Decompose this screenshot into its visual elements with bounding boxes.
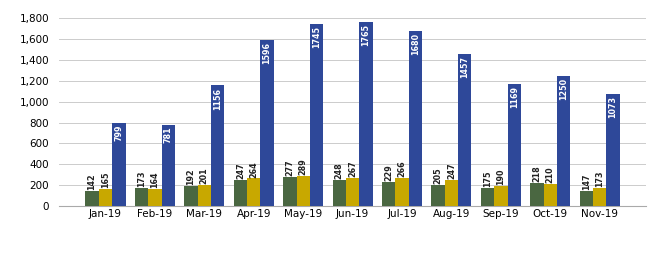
Text: 229: 229	[384, 164, 393, 181]
Bar	[296, 176, 310, 206]
Bar	[247, 178, 261, 206]
Text: 165: 165	[101, 171, 110, 188]
Text: 1680: 1680	[411, 33, 420, 55]
Bar	[310, 24, 323, 206]
Bar	[283, 177, 296, 206]
Text: 247: 247	[236, 163, 245, 179]
Bar	[261, 40, 274, 206]
Bar	[580, 191, 593, 206]
Bar	[445, 180, 458, 206]
Text: 1457: 1457	[460, 56, 470, 78]
Text: 1745: 1745	[312, 26, 321, 48]
Text: 147: 147	[582, 173, 591, 190]
Text: 264: 264	[249, 161, 259, 178]
Text: 173: 173	[596, 171, 604, 187]
Text: 192: 192	[187, 168, 195, 185]
Text: 175: 175	[483, 170, 492, 187]
Bar	[234, 180, 247, 206]
Text: 1596: 1596	[263, 42, 272, 64]
Bar	[135, 188, 148, 206]
Text: 164: 164	[150, 172, 159, 188]
Bar	[148, 189, 161, 206]
Bar	[494, 186, 507, 206]
Text: 205: 205	[434, 167, 443, 184]
Bar	[112, 123, 125, 206]
Text: 277: 277	[285, 160, 295, 176]
Bar	[359, 22, 373, 206]
Bar	[481, 188, 494, 206]
Bar	[211, 86, 225, 206]
Bar	[593, 188, 607, 206]
Text: 247: 247	[447, 163, 456, 179]
Text: 1765: 1765	[362, 24, 370, 46]
Text: 781: 781	[164, 127, 173, 143]
Bar	[458, 54, 471, 206]
Text: 173: 173	[137, 171, 146, 187]
Bar	[346, 178, 359, 206]
Text: 142: 142	[88, 174, 97, 190]
Bar	[607, 94, 620, 206]
Bar	[86, 191, 99, 206]
Bar	[557, 76, 570, 206]
Bar	[198, 185, 211, 206]
Text: 1250: 1250	[559, 78, 568, 100]
Bar	[432, 185, 445, 206]
Bar	[184, 186, 198, 206]
Bar	[409, 31, 422, 206]
Text: 248: 248	[335, 163, 343, 179]
Text: 266: 266	[398, 161, 407, 177]
Text: 799: 799	[114, 125, 123, 141]
Text: 1169: 1169	[510, 86, 518, 108]
Bar	[99, 189, 112, 206]
Text: 267: 267	[348, 161, 357, 177]
Text: 1073: 1073	[609, 96, 618, 118]
Bar	[544, 184, 557, 206]
Text: 210: 210	[546, 167, 555, 183]
Text: 218: 218	[532, 166, 541, 182]
Bar	[395, 178, 409, 206]
Text: 190: 190	[496, 169, 505, 185]
Text: 289: 289	[298, 158, 308, 175]
Bar	[161, 125, 175, 206]
Bar	[382, 182, 395, 206]
Bar	[530, 183, 544, 206]
Text: 201: 201	[200, 168, 209, 184]
Text: 1156: 1156	[213, 88, 222, 110]
Bar	[507, 84, 521, 206]
Bar	[332, 180, 346, 206]
